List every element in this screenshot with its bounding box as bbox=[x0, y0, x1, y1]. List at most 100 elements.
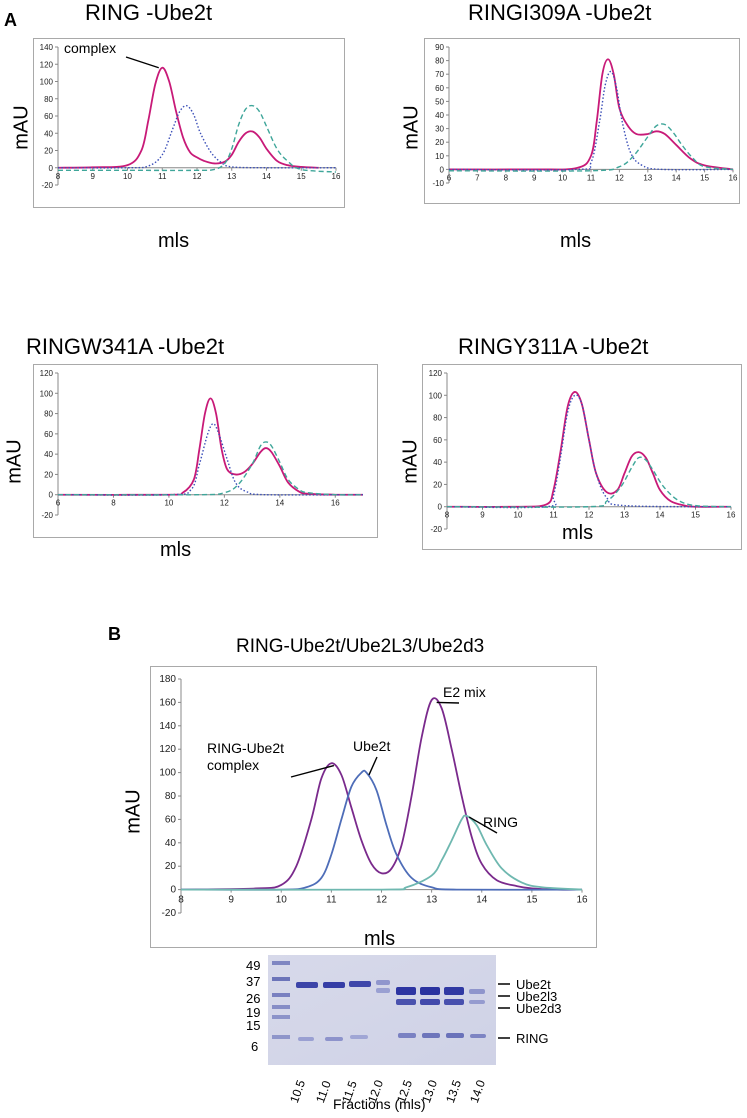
y-tick-label: 140 bbox=[40, 43, 54, 52]
x-tick-label: 13 bbox=[643, 173, 652, 182]
x-tick-label: 14 bbox=[262, 172, 271, 181]
y-tick-label: 0 bbox=[49, 164, 54, 173]
x-tick-label: 11 bbox=[587, 173, 596, 182]
chart-4-ylabel: mAU bbox=[399, 439, 422, 484]
series-line-dotted bbox=[448, 70, 734, 171]
y-tick-label: 160 bbox=[159, 697, 176, 708]
gel-marker-19: 19 bbox=[246, 1005, 261, 1020]
fraction-label: 14.0 bbox=[467, 1078, 489, 1105]
chart-4-frame: -20 0 20 40 60 80 100 120 8 9 10 11 12 13 14 15 16 bbox=[422, 364, 742, 550]
gel-marker-26: 26 bbox=[246, 991, 261, 1006]
x-tick-label: 14 bbox=[275, 499, 284, 508]
x-tick-label: 16 bbox=[331, 499, 340, 508]
x-tick-label: 10 bbox=[514, 511, 523, 520]
y-tick-label: 100 bbox=[159, 768, 176, 779]
fraction-label: 11.0 bbox=[313, 1078, 334, 1105]
series-line-solid bbox=[448, 58, 734, 171]
y-tick-label: -20 bbox=[41, 511, 53, 520]
chart-5-xlabel: mls bbox=[364, 928, 396, 950]
annotation-label: complex bbox=[207, 757, 259, 773]
x-tick-label: 14 bbox=[656, 511, 665, 520]
chart-1-frame: -20 0 20 40 60 80 100 120 140 8 9 10 11 12 13 14 15 16 com… bbox=[33, 38, 345, 208]
chart-1-ylabel: mAU bbox=[10, 105, 33, 150]
series-line-solid bbox=[57, 66, 319, 169]
chart-2-xlabel: mls bbox=[560, 230, 592, 252]
chart-3-plot: -20 0 20 40 60 80 100 120 6 8 10 12 14 16 bbox=[40, 369, 364, 520]
series-line-solid bbox=[57, 397, 364, 496]
x-tick-label: 12 bbox=[220, 499, 229, 508]
x-tick-label: 11 bbox=[549, 511, 558, 520]
series-line-solid bbox=[180, 697, 583, 891]
series-line-dashed bbox=[57, 441, 364, 496]
y-tick-label: -10 bbox=[432, 179, 444, 188]
y-tick-label: 80 bbox=[435, 57, 444, 66]
y-tick-label: 0 bbox=[49, 491, 54, 500]
y-tick-label: 20 bbox=[433, 480, 442, 489]
x-tick-label: 12 bbox=[376, 895, 388, 906]
chart-5-title: RING-Ube2t/Ube2L3/Ube2d3 bbox=[236, 636, 485, 657]
x-tick-label: 14 bbox=[476, 895, 488, 906]
y-tick-label: -20 bbox=[430, 525, 442, 534]
y-tick-label: 20 bbox=[435, 138, 444, 147]
y-tick-label: 140 bbox=[159, 721, 176, 732]
y-tick-label: 20 bbox=[44, 147, 53, 156]
y-tick-label: 120 bbox=[429, 369, 443, 378]
x-tick-label: 9 bbox=[91, 172, 96, 181]
annotation-pointer bbox=[368, 756, 378, 776]
x-tick-label: 8 bbox=[111, 499, 116, 508]
series-line-dashed bbox=[448, 123, 734, 172]
gel-graphic bbox=[268, 955, 496, 1065]
x-tick-label: 8 bbox=[504, 173, 509, 182]
chart-3-frame: -20 0 20 40 60 80 100 120 6 8 10 12 14 16 bbox=[33, 364, 378, 538]
y-tick-label: 90 bbox=[435, 43, 444, 52]
x-tick-label: 10 bbox=[558, 173, 567, 182]
y-tick-label: 60 bbox=[165, 814, 177, 825]
chart-3-ylabel: mAU bbox=[3, 439, 26, 484]
series-line-dashed bbox=[446, 456, 732, 508]
x-tick-label: 6 bbox=[56, 499, 61, 508]
x-tick-label: 12 bbox=[193, 172, 202, 181]
annotation-pointer bbox=[436, 701, 460, 704]
x-tick-label: 11 bbox=[158, 172, 167, 181]
band-label-ube2t: Ube2t bbox=[516, 977, 551, 992]
annotation-pointer bbox=[125, 56, 159, 69]
y-tick-label: 40 bbox=[435, 111, 444, 120]
y-tick-label: 100 bbox=[40, 78, 54, 87]
y-tick-label: 40 bbox=[165, 838, 177, 849]
x-tick-label: 8 bbox=[56, 172, 61, 181]
x-tick-label: 8 bbox=[445, 511, 450, 520]
chart-2-plot: -10 0 10 20 30 40 50 60 70 80 90 6 7 8 9 10 11 12 13 14 15 16 bbox=[432, 43, 738, 188]
x-tick-label: 9 bbox=[228, 895, 234, 906]
y-tick-label: 40 bbox=[433, 458, 442, 467]
annotation-label: RING-Ube2t bbox=[207, 740, 284, 756]
y-tick-label: 20 bbox=[165, 861, 177, 872]
chart-4-xlabel: mls bbox=[562, 522, 594, 544]
y-tick-label: -20 bbox=[41, 181, 53, 190]
chart-2-frame: -10 0 10 20 30 40 50 60 70 80 90 6 7 8 9 10 11 12 13 14 15 16 bbox=[424, 38, 740, 204]
panel-label-a: A bbox=[4, 10, 17, 30]
annotation-label: complex bbox=[64, 40, 116, 56]
y-tick-label: 0 bbox=[440, 165, 445, 174]
x-tick-label: 14 bbox=[672, 173, 681, 182]
chart-5-ylabel: mAU bbox=[122, 789, 145, 834]
x-tick-label: 9 bbox=[480, 511, 485, 520]
chart-5-frame: -20 0 20 40 60 80 100 120 140 160 180 8 9 10 11 12 13 14 1… bbox=[150, 666, 597, 948]
annotation-label: Ube2t bbox=[353, 738, 390, 754]
chart-4-title: RINGY311A -Ube2t bbox=[458, 334, 649, 359]
x-tick-label: 9 bbox=[532, 173, 537, 182]
chart-1-xlabel: mls bbox=[158, 230, 190, 252]
chart-4-plot: -20 0 20 40 60 80 100 120 8 9 10 11 12 13 14 15 16 bbox=[429, 369, 736, 534]
chart-1-title: RING -Ube2t bbox=[85, 0, 213, 25]
x-tick-label: 13 bbox=[426, 895, 438, 906]
band-label-ticks bbox=[498, 983, 510, 1039]
x-tick-label: 15 bbox=[700, 173, 709, 182]
x-tick-label: 12 bbox=[585, 511, 594, 520]
x-tick-label: 16 bbox=[729, 173, 738, 182]
gel-marker-6: 6 bbox=[251, 1039, 259, 1054]
series-line-solid bbox=[180, 769, 583, 891]
band-label-ring: RING bbox=[516, 1031, 549, 1046]
x-tick-label: 16 bbox=[332, 172, 341, 181]
chart-2-ylabel: mAU bbox=[400, 105, 423, 150]
x-tick-label: 7 bbox=[475, 173, 480, 182]
x-tick-label: 15 bbox=[297, 172, 306, 181]
